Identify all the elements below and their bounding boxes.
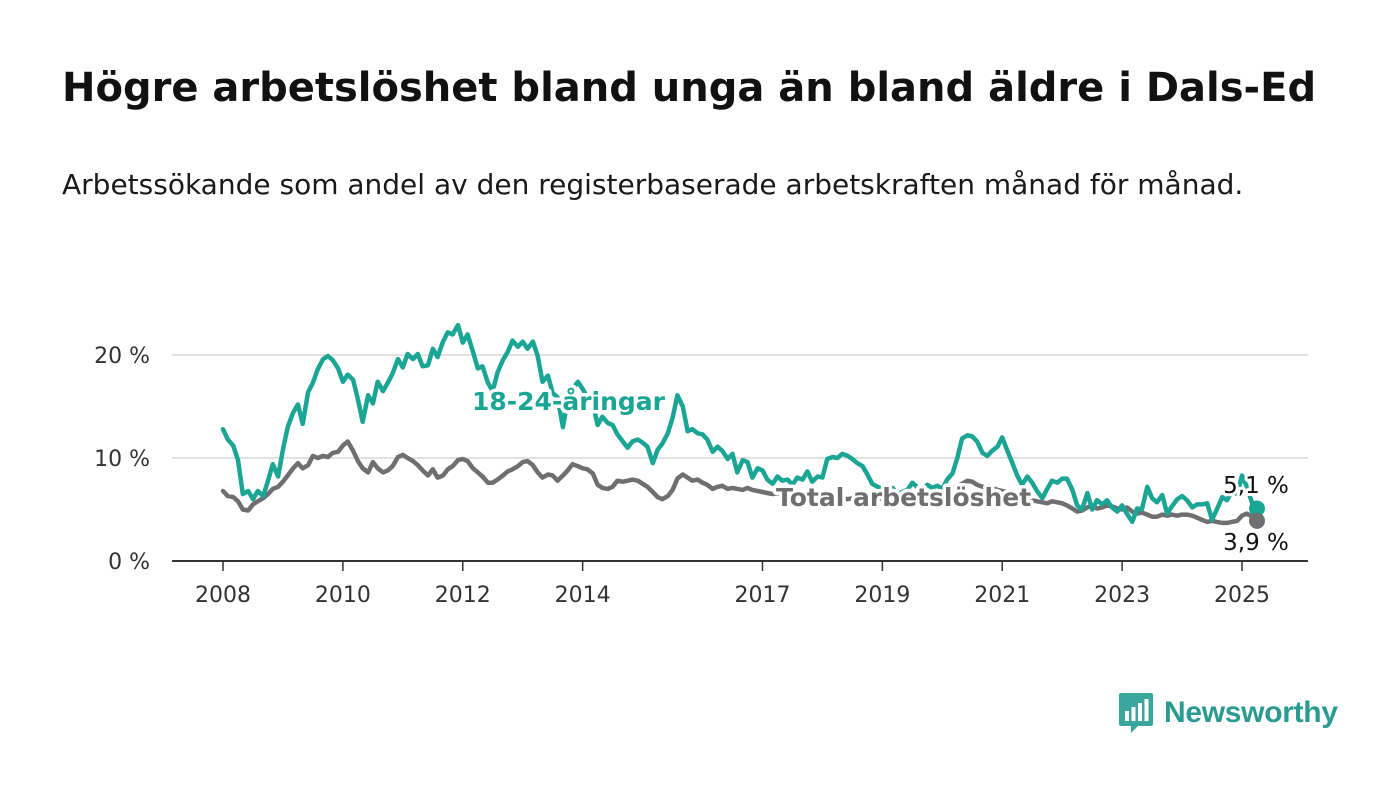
x-tick-label: 2014 <box>555 583 611 608</box>
series-line-total <box>220 439 1260 526</box>
page-subtitle: Arbetssökande som andel av den registerb… <box>62 168 1244 201</box>
x-tick-label: 2023 <box>1094 583 1150 608</box>
x-tick-label: 2021 <box>974 583 1030 608</box>
x-tick-label: 2017 <box>734 583 790 608</box>
end-label-total: 3,9 % <box>1223 530 1289 556</box>
brand-name: Newsworthy <box>1164 696 1338 729</box>
series-label-youth: 18-24-åringar <box>472 387 666 416</box>
x-tick-label: 2010 <box>315 583 371 608</box>
end-label-youth: 5,1 % <box>1223 473 1289 499</box>
series-line-youth <box>220 322 1260 525</box>
x-tick-label: 2019 <box>854 583 910 608</box>
series-label-total: Total arbetslöshet <box>776 483 1031 512</box>
brand-logo: Newsworthy <box>1118 690 1338 736</box>
axes: 0 % 10 % 20 % 2008 2010 2012 2014 2017 2019 2021 2… <box>94 344 1308 608</box>
x-tick-label: 2012 <box>435 583 491 608</box>
end-dot-total <box>1249 512 1265 529</box>
y-tick-label: 10 % <box>94 447 150 472</box>
bar-chart-speech-bubble-icon <box>1119 693 1153 733</box>
series-lines <box>220 322 1265 529</box>
gridlines <box>172 354 1308 459</box>
x-tick-label: 2008 <box>195 583 251 608</box>
page-title: Högre arbetslöshet bland unga än bland ä… <box>62 65 1317 111</box>
x-tick-label: 2025 <box>1214 583 1270 608</box>
y-tick-label: 20 % <box>94 344 150 369</box>
series-labels: 18-24-åringar Total arbetslöshet 5,1 % 3,9 … <box>469 384 1292 560</box>
y-tick-label: 0 % <box>108 550 150 575</box>
end-dot-youth <box>1249 500 1265 517</box>
